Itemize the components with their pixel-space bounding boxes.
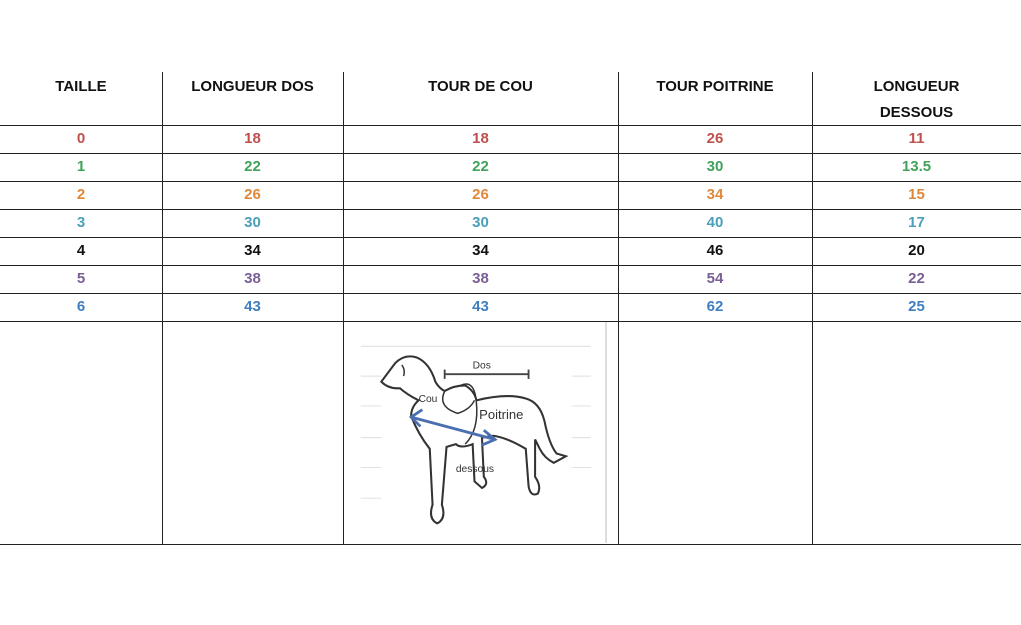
- cell-cou: 43: [472, 298, 489, 315]
- cell-poitrine: 40: [706, 214, 724, 231]
- dog-outline: [379, 355, 569, 525]
- column-header-taille: TAILLE: [55, 78, 107, 95]
- column-divider: [162, 72, 163, 544]
- cell-taille: 6: [76, 298, 86, 315]
- cell-poitrine: 26: [706, 130, 724, 147]
- cell-taille: 3: [76, 214, 86, 231]
- cell-poitrine: 54: [706, 270, 724, 287]
- row-divider: [0, 237, 1021, 238]
- cell-dos: 34: [244, 242, 261, 259]
- column-header-poitrine: TOUR POITRINE: [656, 78, 774, 95]
- label-cou: Cou: [419, 394, 438, 405]
- cell-dos: 18: [244, 130, 261, 147]
- cell-cou: 38: [472, 270, 489, 287]
- row-divider: [0, 321, 1021, 322]
- column-header-dessous: LONGUEUR DESSOUS: [873, 78, 960, 121]
- column-divider: [812, 72, 813, 544]
- cell-taille: 5: [76, 270, 86, 287]
- cell-dessous: 22: [908, 270, 925, 287]
- cell-cou: 30: [472, 214, 489, 231]
- cell-poitrine: 62: [706, 298, 724, 315]
- label-poitrine: Poitrine: [479, 407, 523, 422]
- column-header-cou: TOUR DE COU: [428, 78, 533, 95]
- blue-arrow: [408, 408, 498, 447]
- cell-cou: 34: [472, 242, 489, 259]
- cell-dessous: 20: [908, 242, 925, 259]
- dog-illustration: Dos Cou Poitrine dessous: [360, 345, 592, 525]
- cell-cou: 26: [472, 186, 489, 203]
- column-divider: [343, 72, 344, 544]
- cell-dessous: 11: [908, 130, 925, 147]
- cell-cou: 22: [472, 158, 489, 175]
- row-divider: [0, 209, 1021, 210]
- cell-taille: 0: [76, 130, 86, 147]
- row-divider: [0, 265, 1021, 266]
- cell-poitrine: 46: [706, 242, 724, 259]
- cell-dos: 43: [244, 298, 261, 315]
- label-dos: Dos: [473, 361, 491, 372]
- cell-dos: 22: [244, 158, 261, 175]
- row-divider: [0, 125, 1021, 126]
- row-divider: [0, 293, 1021, 294]
- cell-taille: 1: [76, 158, 86, 175]
- cell-taille: 4: [76, 242, 86, 259]
- cell-dessous: 13.5: [901, 158, 932, 175]
- cell-cou: 18: [472, 130, 489, 147]
- row-divider: [0, 181, 1021, 182]
- cell-dos: 30: [244, 214, 261, 231]
- cell-dessous: 15: [908, 186, 925, 203]
- row-divider: [0, 153, 1021, 154]
- row-divider: [0, 544, 1021, 545]
- cell-dos: 38: [244, 270, 261, 287]
- column-header-dos: LONGUEUR DOS: [191, 78, 314, 95]
- column-divider: [618, 72, 619, 544]
- cell-dos: 26: [244, 186, 261, 203]
- cell-poitrine: 34: [706, 186, 724, 203]
- cell-poitrine: 30: [706, 158, 724, 175]
- cell-taille: 2: [76, 186, 86, 203]
- cell-dessous: 25: [908, 298, 925, 315]
- dog-measurement-diagram: Dos Cou Poitrine dessous: [344, 322, 607, 543]
- label-dessous: dessous: [456, 464, 494, 475]
- cell-dessous: 17: [908, 214, 925, 231]
